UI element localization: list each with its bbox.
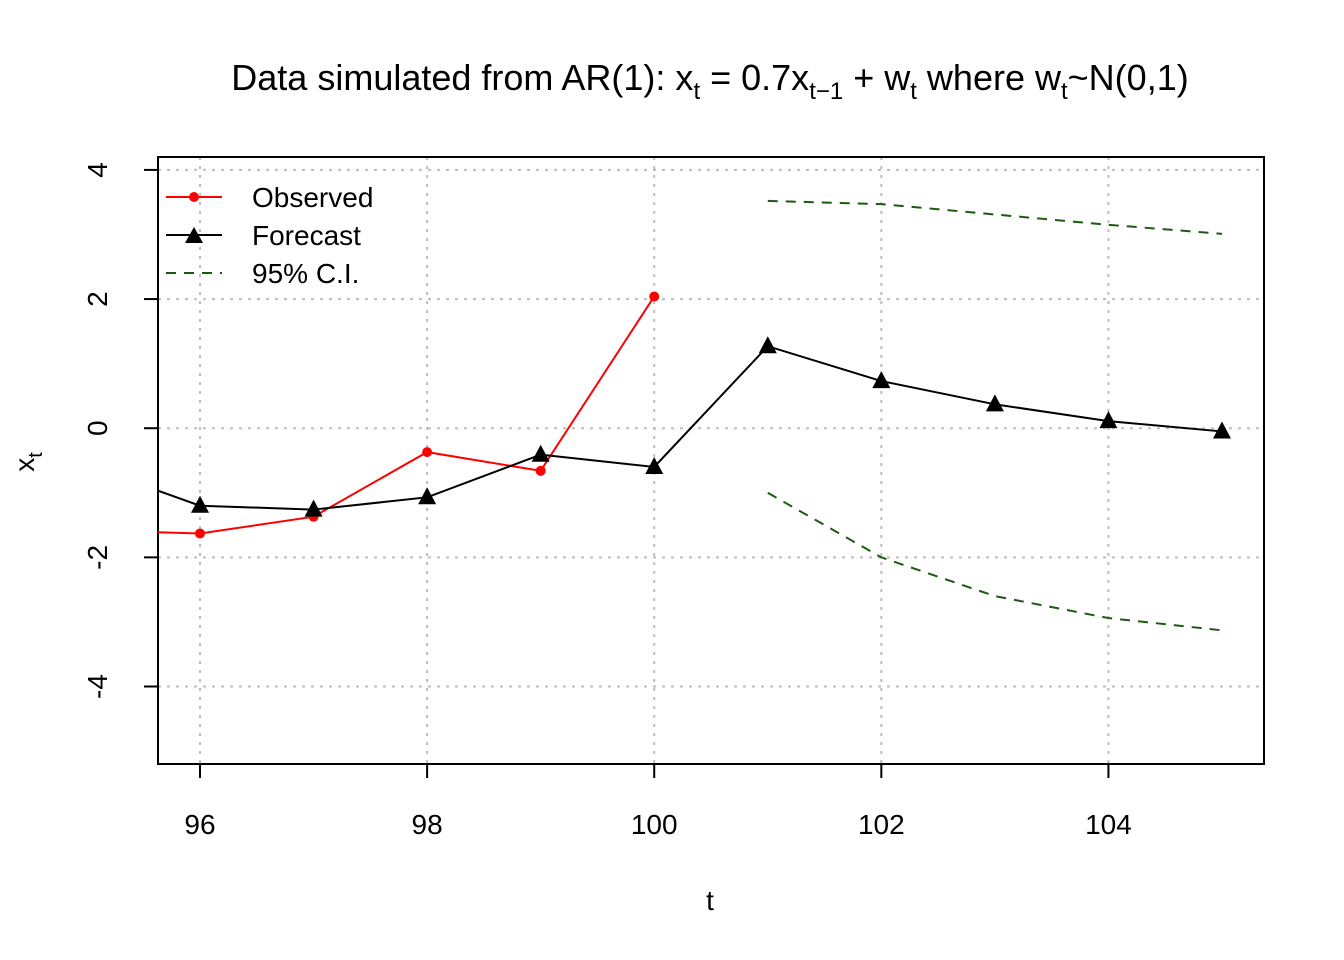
x-tick-label: 100 xyxy=(631,809,678,840)
chart-title: Data simulated from AR(1): xt = 0.7xt−1 … xyxy=(231,57,1188,105)
y-axis: -4 -2 0 2 4 xyxy=(82,162,158,699)
y-axis-label: xt xyxy=(9,452,47,472)
y-tick-label: 4 xyxy=(82,162,113,178)
series-line-2 xyxy=(767,199,1223,235)
observed-point xyxy=(81,525,91,535)
forecast-point xyxy=(77,455,95,472)
forecast-point xyxy=(1099,411,1118,429)
series-line-3 xyxy=(767,491,1223,632)
observed-point xyxy=(535,465,546,476)
grid-lines xyxy=(158,157,1264,764)
x-tick-label: 102 xyxy=(858,809,905,840)
series-layer xyxy=(77,199,1231,632)
forecast-point xyxy=(758,336,777,354)
forecast-point xyxy=(304,499,323,517)
x-tick-label: 96 xyxy=(184,809,215,840)
forecast-point xyxy=(985,394,1004,412)
forecast-point xyxy=(1212,421,1231,439)
plot-frame xyxy=(157,156,1265,765)
forecast-point xyxy=(645,456,664,474)
forecast-point xyxy=(531,444,550,462)
y-tick-label: -4 xyxy=(82,674,113,699)
x-axis-label: t xyxy=(706,885,714,916)
y-tick-label: 0 xyxy=(82,420,113,436)
legend-ci-label: 95% C.I. xyxy=(252,258,359,289)
forecast-point xyxy=(872,371,891,389)
series-line-0 xyxy=(158,295,656,535)
observed-point xyxy=(649,291,660,302)
y-tick-label: -2 xyxy=(82,545,113,570)
legend-forecast-marker xyxy=(185,227,203,243)
legend-observed-marker xyxy=(189,192,199,202)
x-tick-label: 98 xyxy=(412,809,443,840)
forecast-point xyxy=(418,487,437,505)
x-tick-label: 104 xyxy=(1085,809,1132,840)
forecast-point xyxy=(191,495,210,513)
y-tick-label: 2 xyxy=(82,291,113,307)
observed-point xyxy=(422,447,433,458)
legend-forecast-label: Forecast xyxy=(252,220,361,251)
observed-point xyxy=(195,528,206,539)
x-axis: 96 98 100 102 104 xyxy=(184,764,1132,840)
legend: Observed Forecast 95% C.I. xyxy=(166,182,373,289)
legend-observed-label: Observed xyxy=(252,182,373,213)
